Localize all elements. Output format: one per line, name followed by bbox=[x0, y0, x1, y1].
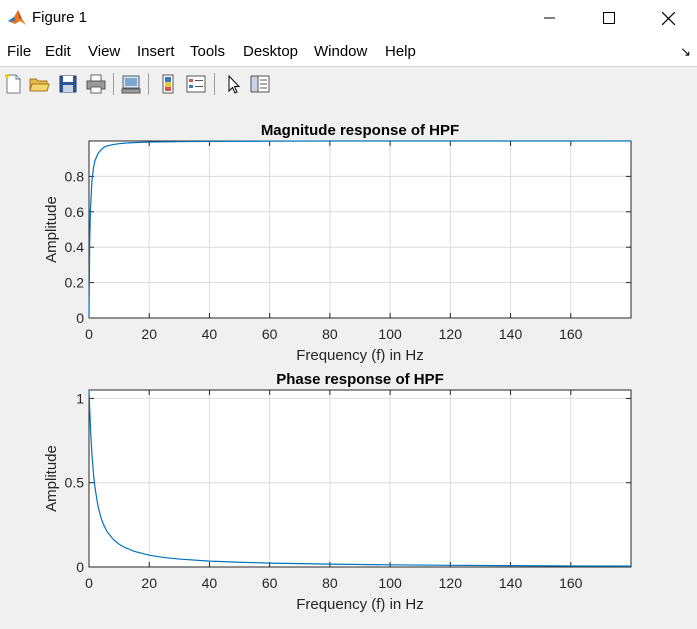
axes-box bbox=[88, 389, 632, 568]
figure-canvas: 0 20 40 60 80 100 120 140 160 0 0.2 0.4 0.6 0.8 Magnit… bbox=[0, 101, 697, 624]
x-tick-label: 0 bbox=[85, 575, 93, 591]
x-tick-label: 20 bbox=[141, 575, 157, 591]
x-tick-label: 160 bbox=[559, 326, 583, 342]
x-tick-label: 80 bbox=[322, 575, 338, 591]
x-tick-label: 120 bbox=[439, 575, 463, 591]
menu-view[interactable]: View bbox=[88, 43, 121, 60]
link-plot-icon[interactable] bbox=[120, 73, 142, 95]
x-tick-label: 60 bbox=[262, 326, 278, 342]
x-tick-label: 40 bbox=[202, 326, 218, 342]
plot-area: 0 20 40 60 80 100 120 140 16000.20.40.60.8Magnit… bbox=[43, 122, 632, 613]
data-line bbox=[88, 389, 632, 567]
x-axis-label: Frequency (f) in Hz bbox=[296, 347, 424, 364]
menu-window[interactable]: Window bbox=[314, 43, 368, 60]
close-icon bbox=[661, 11, 675, 25]
x-tick-label: 140 bbox=[499, 575, 523, 591]
y-tick-label: 0.2 bbox=[65, 275, 85, 291]
y-axis-label: Amplitude bbox=[43, 196, 60, 263]
minimize-button[interactable] bbox=[527, 0, 573, 36]
axes-title: Magnitude response of HPF bbox=[261, 122, 459, 139]
dock-arrow-icon[interactable]: ↘ bbox=[680, 44, 691, 59]
x-tick-label: 100 bbox=[378, 575, 402, 591]
menu-help[interactable]: Help bbox=[385, 43, 416, 60]
y-tick-label: 0.8 bbox=[65, 168, 85, 184]
x-axis-label: Frequency (f) in Hz bbox=[296, 596, 424, 613]
axes-title: Phase response of HPF bbox=[276, 371, 444, 388]
print-icon[interactable] bbox=[85, 73, 107, 95]
x-tick-label: 100 bbox=[378, 326, 402, 342]
figure-toolbar bbox=[0, 66, 697, 102]
menu-file[interactable]: File bbox=[7, 43, 32, 60]
y-tick-label: 0 bbox=[76, 310, 84, 326]
x-tick-label: 80 bbox=[322, 326, 338, 342]
y-tick-label: 1 bbox=[76, 390, 84, 406]
menu-insert[interactable]: Insert bbox=[137, 43, 175, 60]
menu-tools[interactable]: Tools bbox=[190, 43, 226, 60]
new-figure-icon[interactable] bbox=[2, 73, 24, 95]
x-tick-label: 0 bbox=[85, 326, 93, 342]
x-tick-label: 140 bbox=[499, 326, 523, 342]
edit-plot-icon[interactable] bbox=[222, 73, 244, 95]
menu-bar: File Edit View Insert Tools Desktop Wind… bbox=[0, 36, 697, 66]
y-axis-label: Amplitude bbox=[43, 445, 60, 512]
matlab-logo-icon bbox=[7, 8, 27, 28]
x-tick-label: 160 bbox=[559, 575, 583, 591]
window-title: Figure 1 bbox=[32, 9, 88, 26]
property-inspector-icon[interactable] bbox=[249, 73, 271, 95]
menu-edit[interactable]: Edit bbox=[45, 43, 71, 60]
axes-background bbox=[89, 141, 631, 318]
axes-background bbox=[89, 390, 631, 567]
toolbar-separator bbox=[113, 73, 114, 95]
y-tick-label: 0.4 bbox=[65, 239, 85, 255]
minimize-icon bbox=[544, 17, 555, 19]
x-tick-label: 20 bbox=[141, 326, 157, 342]
menu-desktop[interactable]: Desktop bbox=[243, 43, 299, 60]
data-line bbox=[88, 140, 631, 319]
y-tick-label: 0.6 bbox=[65, 204, 85, 220]
y-tick-label: 0.5 bbox=[65, 475, 85, 491]
maximize-icon bbox=[603, 12, 615, 24]
close-button[interactable] bbox=[645, 0, 691, 36]
x-tick-label: 120 bbox=[439, 326, 463, 342]
save-icon[interactable] bbox=[57, 73, 79, 95]
insert-colorbar-icon[interactable] bbox=[157, 73, 179, 95]
x-tick-label: 60 bbox=[262, 575, 278, 591]
maximize-button[interactable] bbox=[586, 0, 632, 36]
insert-legend-icon[interactable] bbox=[185, 73, 207, 95]
title-bar: Figure 1 bbox=[0, 0, 697, 36]
y-tick-label: 0 bbox=[76, 559, 84, 575]
x-tick-label: 40 bbox=[202, 575, 218, 591]
toolbar-separator bbox=[214, 73, 215, 95]
open-file-icon[interactable] bbox=[28, 73, 50, 95]
toolbar-separator bbox=[148, 73, 149, 95]
